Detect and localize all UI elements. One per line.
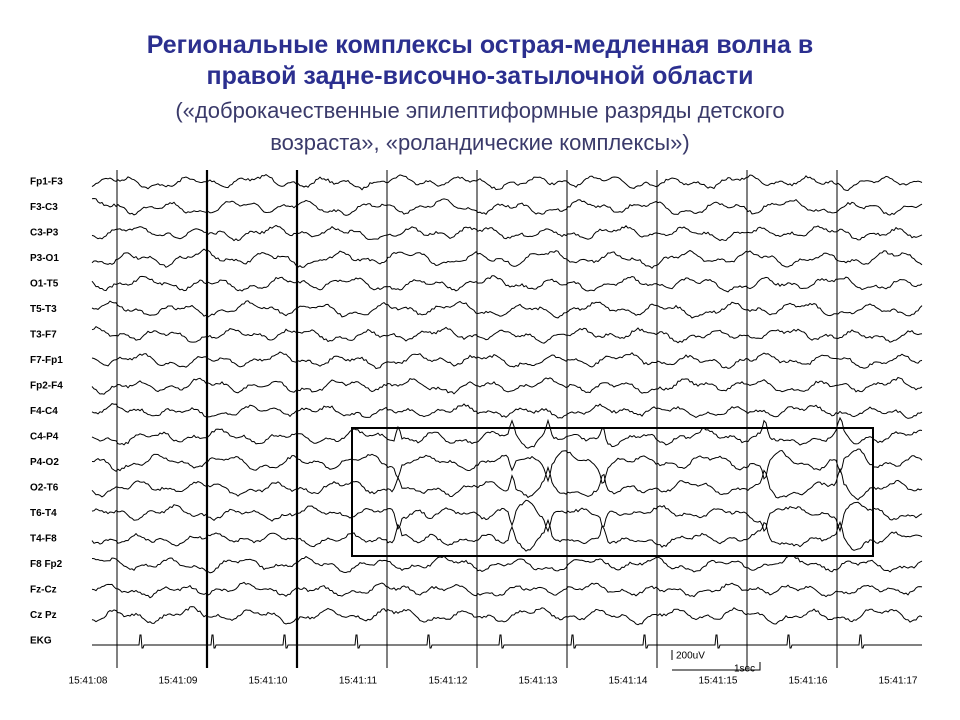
time-label: 15:41:17 xyxy=(879,676,918,687)
calibration-bracket xyxy=(671,650,761,671)
channel-label: F7-Fp1 xyxy=(30,355,63,366)
channel-label: C4-P4 xyxy=(30,432,59,443)
channel-label: C3-P3 xyxy=(30,228,59,239)
channel-label: F3-C3 xyxy=(30,202,58,213)
eeg-trace xyxy=(91,499,923,533)
time-label: 15:41:08 xyxy=(69,676,108,687)
highlight-box xyxy=(351,427,874,557)
eeg-trace xyxy=(91,325,923,344)
channel-label: Fp1-F3 xyxy=(30,177,63,188)
eeg-trace xyxy=(91,224,923,242)
eeg-trace xyxy=(91,275,923,293)
time-label: 15:41:10 xyxy=(249,676,288,687)
channel-label: P4-O2 xyxy=(30,457,59,468)
channel-label: T3-F7 xyxy=(30,330,57,341)
channel-label: T5-T3 xyxy=(30,304,57,315)
channel-label: O1-T5 xyxy=(30,279,59,290)
eeg-trace xyxy=(91,518,923,552)
eeg-trace xyxy=(91,351,923,370)
channel-label: T4-F8 xyxy=(30,534,57,545)
title-line: Региональные комплексы острая-медленная … xyxy=(146,31,814,59)
eeg-trace xyxy=(91,448,923,484)
time-label: 15:41:12 xyxy=(429,676,468,687)
channel-label: P3-O1 xyxy=(30,253,59,264)
eeg-trace xyxy=(91,376,923,395)
eeg-trace xyxy=(91,300,923,319)
eeg-trace xyxy=(91,581,923,599)
eeg-trace xyxy=(91,173,923,192)
channel-label: EKG xyxy=(30,636,52,647)
channel-label: Fz-Cz xyxy=(30,585,57,596)
time-label: 15:41:09 xyxy=(159,676,198,687)
calibration-amplitude: 200uV xyxy=(676,651,705,662)
channel-label: Fp2-F4 xyxy=(30,381,63,392)
time-label: 15:41:14 xyxy=(609,676,648,687)
eeg-trace xyxy=(91,606,923,626)
channel-label: Cz Pz xyxy=(30,610,57,621)
channel-label: F8 Fp2 xyxy=(30,559,63,570)
channel-label: F4-C4 xyxy=(30,406,58,417)
eeg-trace xyxy=(91,555,923,574)
channel-label: O2-T6 xyxy=(30,483,59,494)
time-label: 15:41:13 xyxy=(519,676,558,687)
eeg-trace xyxy=(91,416,923,449)
eeg-trace xyxy=(91,248,923,269)
eeg-trace xyxy=(91,197,923,216)
channel-label: T6-T4 xyxy=(30,508,57,519)
calibration-time: 1sec xyxy=(734,664,755,675)
time-label: 15:41:11 xyxy=(339,676,378,687)
time-label: 15:41:15 xyxy=(699,676,738,687)
eeg-trace xyxy=(91,465,923,501)
eeg-trace xyxy=(92,634,922,649)
subtitle-line: возраста», «роландические комплексы») xyxy=(270,130,690,155)
eeg-trace xyxy=(91,403,923,419)
title-line: правой задне-височно-затылочной области xyxy=(206,62,754,90)
time-label: 15:41:16 xyxy=(789,676,828,687)
subtitle-line: («доброкачественные эпилептиформные разр… xyxy=(175,98,785,123)
